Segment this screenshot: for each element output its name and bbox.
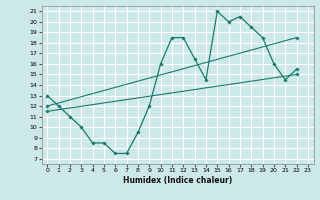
X-axis label: Humidex (Indice chaleur): Humidex (Indice chaleur) [123, 176, 232, 185]
